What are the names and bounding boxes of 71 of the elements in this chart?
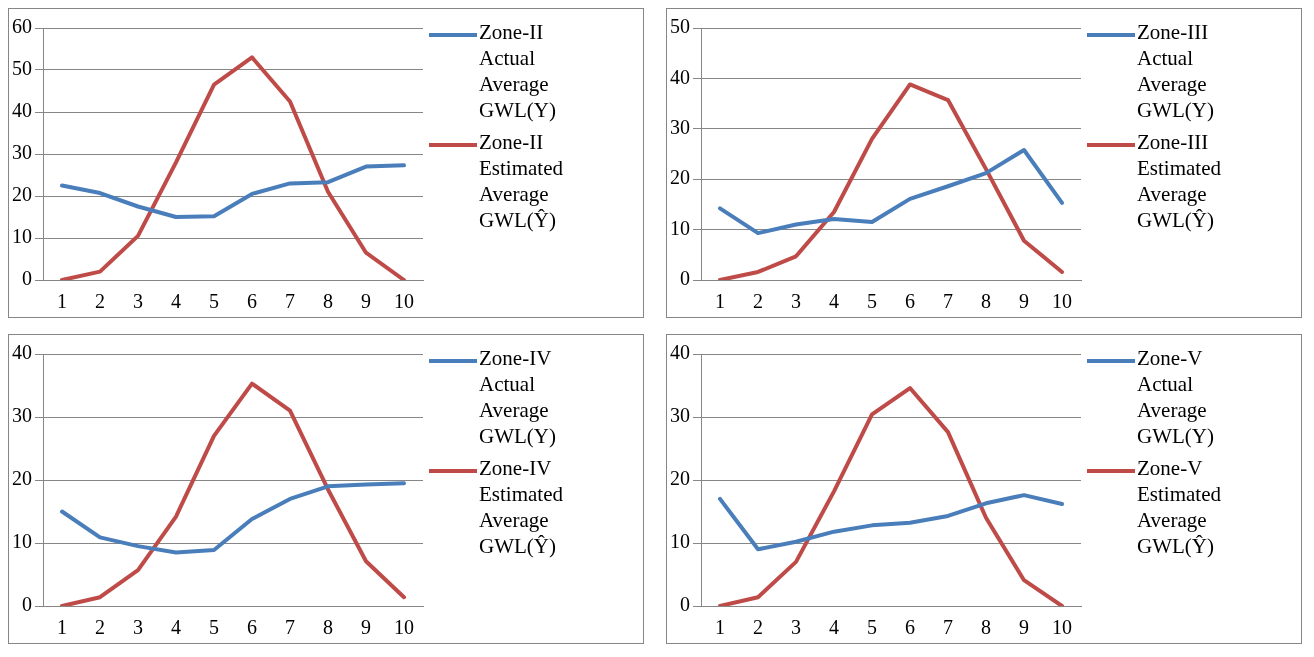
x-tick-label: 8 [323, 616, 333, 639]
x-tick-label: 8 [981, 290, 991, 313]
x-tick-label: 2 [753, 290, 763, 313]
y-tick-label: 50 [670, 15, 690, 38]
x-tick-label: 7 [285, 290, 295, 313]
x-tick-label: 8 [323, 290, 333, 313]
x-tick-label: 4 [829, 616, 839, 639]
x-tick-label: 3 [133, 290, 143, 313]
legend-label: Zone-V Actual Average GWL(Y) [1137, 345, 1215, 449]
legend-label: Zone-III Actual Average GWL(Y) [1137, 19, 1215, 123]
y-tick-label: 10 [670, 530, 690, 553]
y-tick-label: 0 [22, 593, 32, 616]
x-tick-label: 9 [361, 616, 371, 639]
legend-label: Zone-V Estimated Average GWL(Ŷ) [1137, 455, 1222, 559]
y-tick-label: 30 [12, 404, 32, 427]
y-tick-label: 10 [12, 225, 32, 248]
x-tick-label: 3 [791, 616, 801, 639]
y-tick-label: 30 [12, 141, 32, 164]
x-tick-label: 6 [905, 616, 915, 639]
x-tick-label: 1 [715, 616, 725, 639]
x-tick-label: 4 [171, 616, 181, 639]
x-tick-label: 6 [905, 290, 915, 313]
x-tick-label: 7 [943, 616, 953, 639]
y-tick-label: 10 [670, 216, 690, 239]
x-tick-label: 3 [133, 616, 143, 639]
x-tick-label: 5 [209, 616, 219, 639]
y-tick-label: 40 [670, 65, 690, 88]
x-tick-label: 9 [361, 290, 371, 313]
y-tick-label: 0 [680, 267, 690, 290]
x-tick-label: 2 [753, 616, 763, 639]
legend-label: Zone-IV Estimated Average GWL(Ŷ) [479, 455, 564, 559]
x-tick-label: 1 [715, 290, 725, 313]
x-tick-label: 2 [95, 616, 105, 639]
y-tick-label: 40 [670, 341, 690, 364]
x-tick-label: 10 [1052, 616, 1072, 639]
x-tick-label: 5 [867, 616, 877, 639]
x-tick-label: 9 [1019, 616, 1029, 639]
legend-label: Zone-III Estimated Average GWL(Ŷ) [1137, 129, 1222, 233]
y-tick-label: 20 [670, 166, 690, 189]
legend-label: Zone-IV Actual Average GWL(Y) [479, 345, 557, 449]
x-tick-label: 5 [867, 290, 877, 313]
legend-label: Zone-II Actual Average GWL(Y) [479, 19, 557, 123]
x-tick-label: 5 [209, 290, 219, 313]
legend-label: Zone-II Estimated Average GWL(Ŷ) [479, 129, 564, 233]
x-tick-label: 6 [247, 290, 257, 313]
x-tick-label: 9 [1019, 290, 1029, 313]
x-tick-label: 10 [394, 290, 414, 313]
x-tick-label: 1 [57, 290, 67, 313]
y-tick-label: 10 [12, 530, 32, 553]
y-tick-label: 20 [670, 467, 690, 490]
y-tick-label: 0 [22, 267, 32, 290]
y-tick-label: 20 [12, 183, 32, 206]
y-tick-label: 0 [680, 593, 690, 616]
y-tick-label: 60 [12, 15, 32, 38]
x-tick-label: 6 [247, 616, 257, 639]
x-tick-label: 4 [829, 290, 839, 313]
x-tick-label: 10 [1052, 290, 1072, 313]
x-tick-label: 3 [791, 290, 801, 313]
x-tick-label: 1 [57, 616, 67, 639]
x-tick-label: 4 [171, 290, 181, 313]
y-tick-label: 30 [670, 404, 690, 427]
y-tick-label: 20 [12, 467, 32, 490]
x-tick-label: 7 [943, 290, 953, 313]
x-tick-label: 8 [981, 616, 991, 639]
y-tick-label: 50 [12, 57, 32, 80]
x-tick-label: 2 [95, 290, 105, 313]
x-tick-label: 10 [394, 616, 414, 639]
x-tick-label: 7 [285, 616, 295, 639]
y-tick-label: 40 [12, 99, 32, 122]
y-tick-label: 40 [12, 341, 32, 364]
y-tick-label: 30 [670, 116, 690, 139]
